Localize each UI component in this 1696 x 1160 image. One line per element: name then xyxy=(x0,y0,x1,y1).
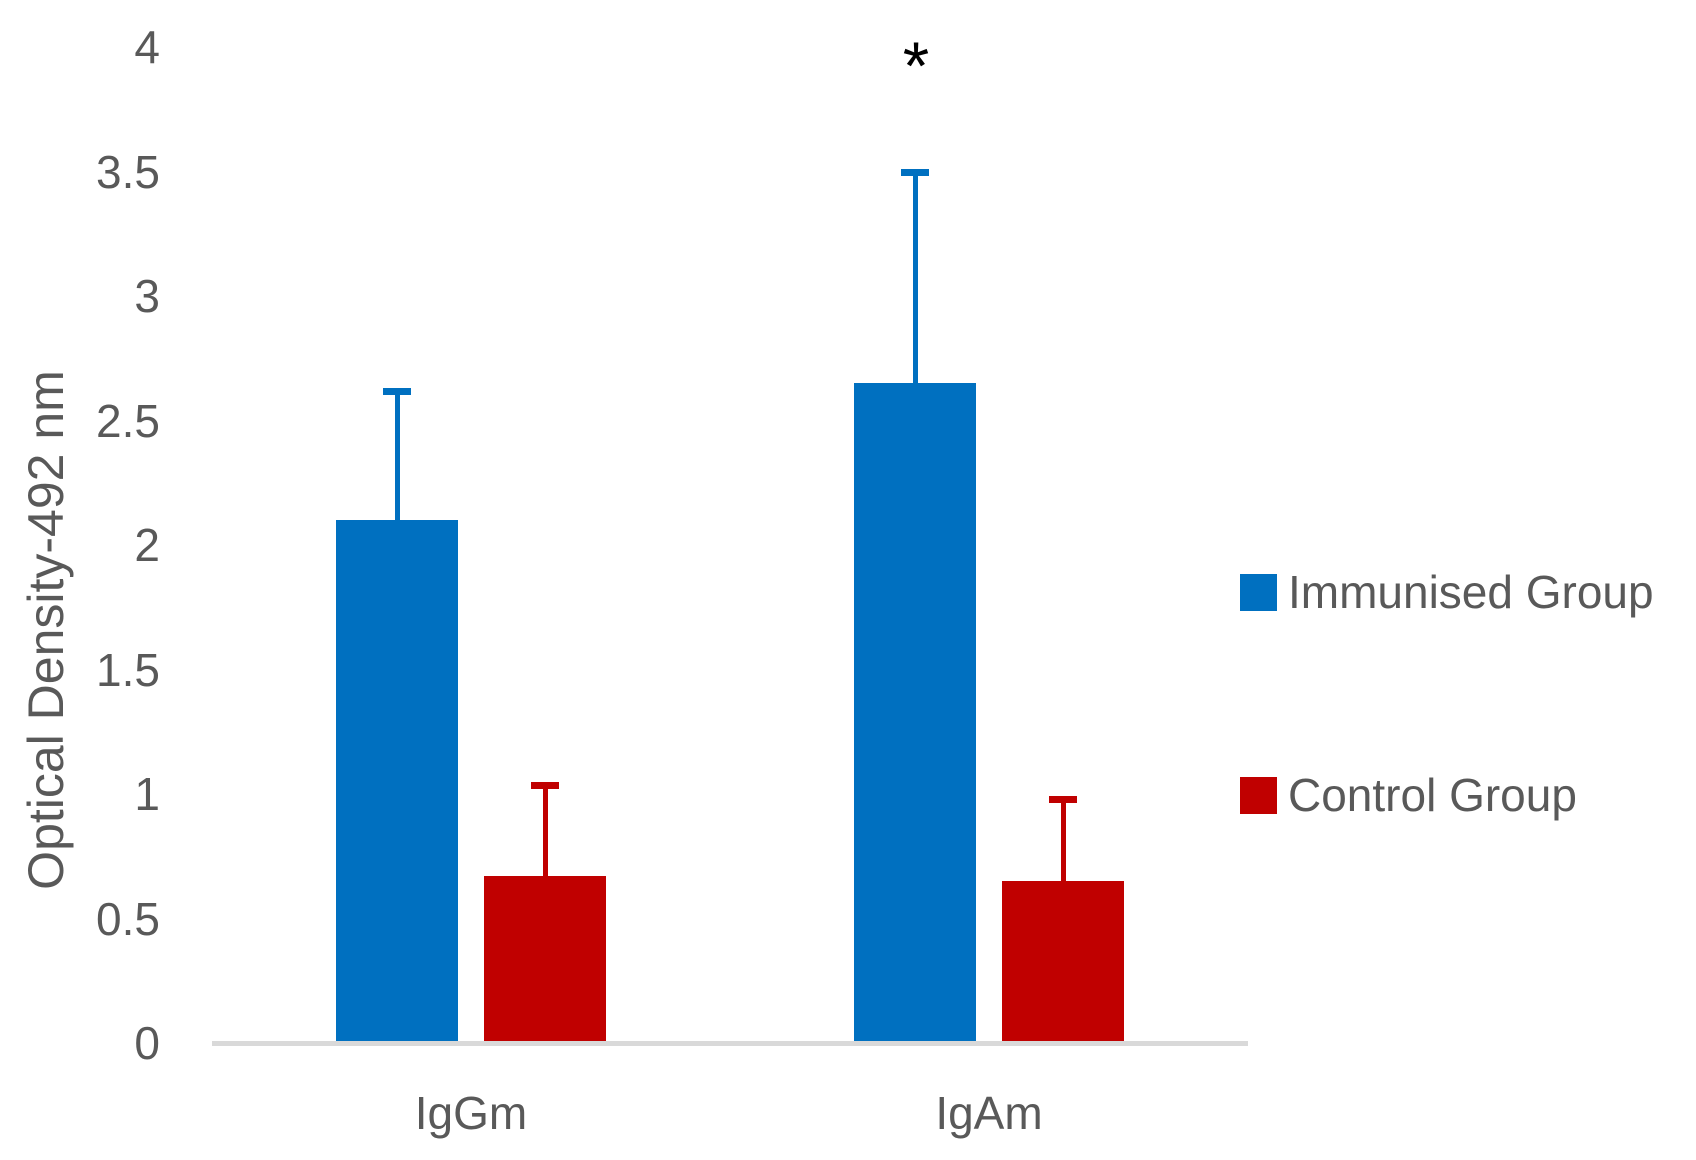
y-tick-label: 1 xyxy=(134,768,160,820)
y-tick-label: 1.5 xyxy=(96,643,160,696)
y-tick-label: 3 xyxy=(134,270,160,322)
error-bar-line xyxy=(1060,796,1066,882)
y-tick-label: 2.5 xyxy=(96,394,160,447)
y-tick-label: 3.5 xyxy=(96,145,160,198)
x-category-label-iggm: IgGm xyxy=(414,1087,528,1139)
bar-igam-control xyxy=(1002,881,1124,1041)
error-bar-line xyxy=(912,169,918,384)
error-bar-cap xyxy=(531,781,559,789)
legend-label-control: Control Group xyxy=(1288,769,1577,821)
y-tick-label: 0.5 xyxy=(96,892,160,945)
error-bar-line xyxy=(542,781,548,877)
legend-swatch-control-icon xyxy=(1240,776,1277,814)
legend-swatch-immunised-icon xyxy=(1240,573,1277,611)
x-axis-line xyxy=(212,1041,1248,1046)
legend-label-immunised: Immunised Group xyxy=(1288,566,1654,618)
significance-asterisk: * xyxy=(902,28,930,104)
error-bar-cap xyxy=(1049,796,1077,804)
y-tick-label: 2 xyxy=(134,519,160,571)
legend-item-immunised-group: Immunised Group xyxy=(1240,565,1654,619)
x-category-label-igam: IgAm xyxy=(935,1087,1043,1139)
bar-iggm-control xyxy=(484,876,606,1041)
y-tick-label: 4 xyxy=(134,21,160,73)
bar-igam-immunised xyxy=(854,383,976,1041)
y-tick-label: 0 xyxy=(134,1017,160,1069)
error-bar-cap xyxy=(383,388,411,396)
legend-item-control-group: Control Group xyxy=(1240,768,1577,822)
error-bar-line xyxy=(394,388,400,521)
bar-iggm-immunised xyxy=(336,520,458,1041)
error-bar-cap xyxy=(901,169,929,176)
